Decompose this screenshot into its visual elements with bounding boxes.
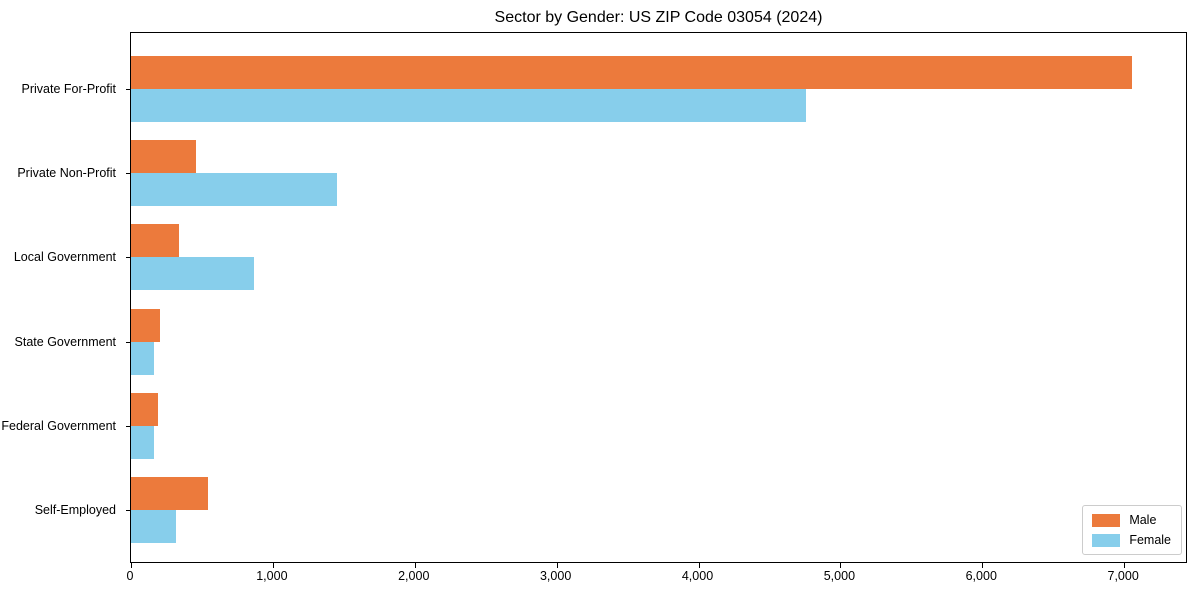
y-tick-mark [126, 341, 130, 343]
bar-male-private-for-profit [131, 56, 1132, 89]
bar-male-self-employed [131, 477, 208, 510]
y-tick-mark [126, 510, 130, 511]
x-tick-mark [414, 563, 416, 568]
x-tick-mark [556, 563, 558, 568]
x-tick-mark [840, 563, 842, 568]
x-tick-mark [698, 563, 700, 568]
y-axis-labels: Private For-Profit Private Non-Profit Loca… [0, 32, 124, 563]
x-tick-mark [131, 563, 132, 568]
legend-swatch-female [1092, 533, 1121, 547]
x-tick-mark [272, 563, 274, 568]
x-tick-label: 1,000 [256, 569, 288, 583]
x-tick-label: 3,000 [539, 569, 572, 583]
y-tick-mark [126, 425, 130, 427]
y-tick-label: Federal Government [1, 418, 116, 433]
legend-label-female: Female [1129, 533, 1171, 547]
bar-female-private-non-profit [131, 173, 338, 207]
x-tick-label: 4,000 [681, 569, 714, 583]
chart-title: Sector by Gender: US ZIP Code 03054 (202… [494, 9, 823, 26]
x-tick-label: 7,000 [1107, 569, 1139, 583]
bar-female-federal-government [131, 425, 154, 459]
y-tick-mark [126, 257, 130, 259]
legend: Male Female [1082, 505, 1182, 555]
y-tick-label: Self-Employed [34, 503, 116, 517]
y-tick-label: Private Non-Profit [17, 166, 116, 181]
x-tick-mark [1124, 563, 1126, 568]
bar-female-local-government [131, 257, 255, 291]
legend-label-male: Male [1129, 513, 1157, 527]
y-tick-mark [126, 89, 130, 90]
legend-swatch-male [1092, 513, 1121, 527]
x-tick-label: 0 [126, 569, 134, 583]
x-tick-label: 5,000 [823, 569, 856, 583]
bar-male-state-government [131, 308, 161, 342]
y-tick-label: Private For-Profit [21, 82, 116, 96]
bar-male-federal-government [131, 392, 158, 426]
x-tick-label: 2,000 [398, 569, 430, 583]
bar-female-private-for-profit [131, 89, 806, 122]
bar-female-state-government [131, 341, 154, 375]
y-tick-label: State Government [14, 334, 116, 349]
x-tick-mark [982, 563, 984, 568]
y-tick-label: Local Government [13, 250, 116, 265]
bar-male-private-non-profit [131, 140, 197, 174]
x-tick-label: 6,000 [965, 569, 997, 583]
bar-male-local-government [131, 224, 180, 258]
legend-entry-male: Male [1092, 513, 1171, 527]
bar-female-self-employed [131, 510, 176, 543]
x-axis-labels: 0 1,000 2,000 3,000 4,000 5,000 6,000 7,000 [126, 569, 1187, 589]
y-tick-mark [126, 173, 130, 175]
legend-entry-female: Female [1092, 533, 1171, 547]
plot-area: Male Female [126, 32, 1187, 568]
